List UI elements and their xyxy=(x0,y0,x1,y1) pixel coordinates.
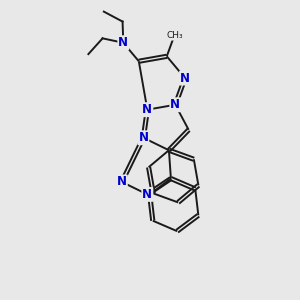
Text: N: N xyxy=(142,103,152,116)
Text: CH₃: CH₃ xyxy=(166,31,183,40)
Text: N: N xyxy=(118,36,128,49)
Text: N: N xyxy=(142,188,152,201)
Text: N: N xyxy=(170,98,180,111)
Text: N: N xyxy=(117,176,127,188)
Text: N: N xyxy=(138,131,148,144)
Text: N: N xyxy=(180,72,190,85)
